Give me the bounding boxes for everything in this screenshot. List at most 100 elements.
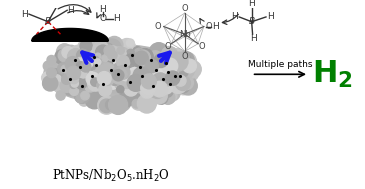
Circle shape [155,58,165,67]
Circle shape [95,59,101,65]
Circle shape [49,74,57,82]
Circle shape [81,62,91,72]
Circle shape [143,92,153,101]
Circle shape [108,55,118,65]
Text: H: H [268,12,274,22]
Circle shape [111,67,127,83]
Text: H: H [248,0,255,8]
Circle shape [124,64,132,72]
Circle shape [115,68,122,75]
Circle shape [122,65,130,72]
Polygon shape [32,28,108,41]
Circle shape [175,58,189,72]
Circle shape [85,59,93,67]
Text: PtNPs/Nb$_2$O$_5$.nH$_2$O: PtNPs/Nb$_2$O$_5$.nH$_2$O [52,168,170,184]
Circle shape [143,63,152,71]
Circle shape [118,39,135,56]
Circle shape [85,81,96,92]
Circle shape [171,67,185,81]
Circle shape [157,60,172,75]
Circle shape [170,49,184,62]
Text: O: O [205,22,212,31]
Circle shape [110,72,122,84]
Circle shape [186,65,199,77]
Circle shape [137,49,153,64]
Circle shape [126,39,134,47]
Circle shape [88,75,104,91]
Circle shape [128,63,135,70]
Circle shape [91,71,108,88]
Circle shape [97,75,108,86]
Circle shape [118,59,134,75]
Circle shape [107,87,113,93]
Circle shape [150,84,165,98]
Circle shape [135,78,148,91]
Circle shape [125,64,140,79]
Circle shape [176,80,191,95]
Circle shape [102,55,108,61]
Circle shape [122,76,135,89]
Text: H: H [212,22,219,31]
Circle shape [141,91,148,98]
Circle shape [123,66,139,83]
Circle shape [129,93,142,106]
Circle shape [116,68,133,84]
Circle shape [116,50,130,64]
Circle shape [124,73,131,79]
Circle shape [120,93,131,105]
Circle shape [70,87,78,95]
Circle shape [176,79,190,93]
Circle shape [128,68,141,81]
Circle shape [55,50,70,64]
Circle shape [58,63,69,74]
Circle shape [169,52,188,71]
Text: O: O [155,22,161,31]
Circle shape [114,58,122,67]
Circle shape [142,94,151,103]
Circle shape [68,49,84,65]
Circle shape [147,51,163,67]
Circle shape [109,74,117,82]
Text: H: H [250,34,257,43]
Circle shape [101,51,107,57]
Circle shape [127,79,137,89]
Circle shape [129,78,140,90]
Text: O: O [181,52,188,61]
Circle shape [184,61,201,78]
Circle shape [107,70,122,85]
Circle shape [80,71,87,78]
Circle shape [138,98,150,109]
Circle shape [180,63,192,74]
Circle shape [96,45,110,60]
Circle shape [78,50,87,59]
Circle shape [141,74,153,86]
Circle shape [133,47,142,56]
Circle shape [43,61,53,71]
Text: Multiple paths: Multiple paths [248,60,312,69]
Circle shape [168,57,186,75]
Circle shape [97,82,103,89]
Circle shape [88,63,96,70]
Circle shape [84,72,91,79]
Circle shape [119,55,126,61]
Circle shape [164,84,180,101]
Circle shape [62,47,76,60]
Circle shape [57,44,73,60]
Circle shape [128,73,140,85]
Circle shape [135,51,148,65]
Circle shape [103,39,121,58]
Circle shape [110,66,127,83]
Circle shape [81,91,89,100]
Circle shape [161,91,175,104]
Text: $\mathbf{H_2}$: $\mathbf{H_2}$ [312,59,353,90]
Circle shape [71,80,78,87]
Circle shape [122,64,136,78]
Circle shape [132,69,140,77]
Circle shape [95,76,102,83]
Circle shape [108,39,120,50]
Circle shape [105,99,116,110]
Circle shape [135,50,150,65]
Circle shape [106,59,120,73]
Circle shape [177,52,189,64]
Circle shape [100,71,109,80]
